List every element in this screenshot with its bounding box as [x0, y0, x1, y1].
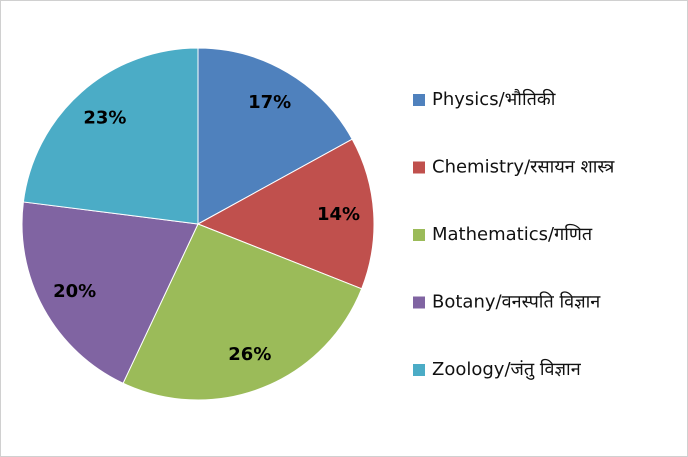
legend-swatch [413, 94, 425, 106]
legend: Physics/भौतिकी Chemistry/रसायन शास्त्र Mat… [413, 88, 615, 380]
legend-label: Chemistry/रसायन शास्त्र [432, 157, 615, 178]
legend-swatch [413, 364, 425, 376]
data-label: 20% [53, 281, 96, 302]
legend-label: Physics/भौतिकी [432, 88, 556, 110]
legend-swatch [413, 229, 425, 241]
pie-slice [197, 47, 353, 225]
legend-label: Botany/वनस्पति विज्ञान [432, 291, 601, 313]
legend-label: Mathematics/गणित [432, 223, 593, 245]
data-label: 14% [317, 204, 360, 225]
pie-slice [196, 138, 375, 290]
pie: 17% 14% 26% 20% 23% [21, 47, 375, 401]
legend-label: Zoology/जंतु विज्ञान [432, 358, 582, 380]
pie-slice [22, 47, 199, 225]
legend-swatch [413, 296, 425, 309]
pie-slice [122, 223, 363, 401]
data-label: 17% [248, 92, 291, 113]
pie-slice [21, 201, 199, 384]
legend-swatch [413, 161, 425, 174]
data-label: 23% [83, 107, 126, 128]
data-label: 26% [228, 344, 271, 365]
